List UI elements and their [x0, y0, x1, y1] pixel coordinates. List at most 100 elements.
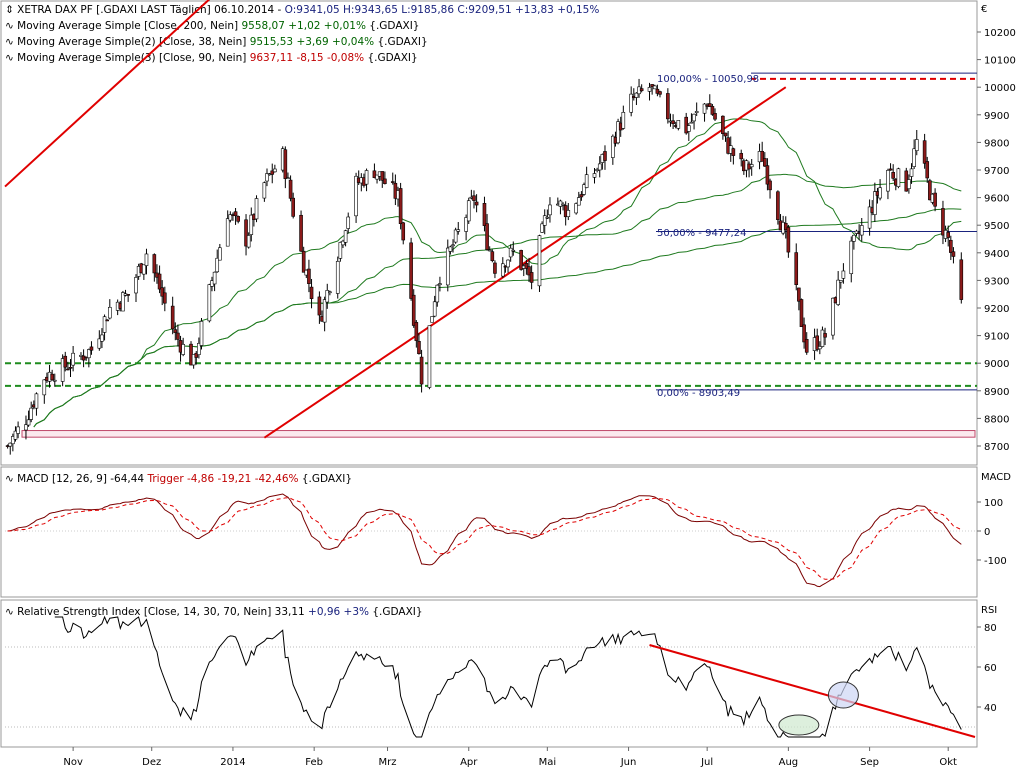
- candle-body: [254, 198, 259, 220]
- macd-series-layer: [5, 493, 977, 588]
- candle-body: [616, 121, 620, 144]
- candle-body: [286, 177, 290, 180]
- rsi-trendline: [649, 644, 976, 738]
- candle-body: [951, 251, 956, 257]
- candle-body: [629, 93, 633, 113]
- time-tick-label: Jul: [700, 757, 713, 768]
- candle-body: [597, 163, 602, 171]
- trigger-line: [7, 497, 962, 580]
- candle-body: [797, 287, 801, 302]
- candle-body: [579, 194, 584, 198]
- candle-body: [896, 168, 901, 187]
- candle-body: [493, 262, 497, 274]
- candle-body: [317, 296, 322, 316]
- candle-body: [561, 203, 565, 206]
- candle-body: [666, 93, 670, 120]
- candle-body: [233, 211, 238, 217]
- time-tick-label: Nov: [63, 757, 83, 768]
- candle-body: [419, 356, 424, 385]
- price-tick-label: 9600: [984, 194, 1009, 205]
- candle-body: [66, 368, 70, 371]
- candle-body: [702, 103, 707, 114]
- price-tick-label: 10100: [984, 56, 1016, 67]
- candle-body: [100, 334, 104, 342]
- rsi-header: ∿ Relative Strength Index [Close, 14, 30…: [5, 605, 423, 619]
- candle-body: [804, 339, 809, 353]
- candle-body: [799, 299, 804, 327]
- time-tick-label: Jun: [620, 757, 637, 768]
- rsi-line: [54, 615, 962, 738]
- candle-body: [558, 200, 563, 207]
- price-tick-label: 9900: [984, 111, 1009, 122]
- candle-body: [959, 259, 964, 300]
- candle-body: [820, 329, 825, 347]
- candle-body: [97, 338, 102, 349]
- candle-body: [545, 216, 550, 219]
- time-tick-label: Aug: [779, 757, 799, 768]
- price-tick-label: 9300: [984, 276, 1009, 287]
- candle-body: [438, 283, 442, 286]
- candle-body: [922, 140, 927, 164]
- currency-label: €: [981, 4, 987, 15]
- candle-body: [713, 113, 717, 120]
- fib-low-label: 0,00% - 8903,49: [657, 388, 740, 399]
- macd-sym: {.GDAXI}: [301, 473, 353, 485]
- candle-body: [228, 214, 233, 221]
- candle-body: [676, 120, 681, 129]
- candle-body: [794, 252, 799, 286]
- price-tick-label: 9800: [984, 138, 1009, 149]
- candle-body: [912, 148, 916, 167]
- price-tick-label: 9200: [984, 304, 1009, 315]
- candle-body: [891, 172, 895, 179]
- candle-body: [466, 200, 471, 222]
- candle-body: [658, 91, 662, 95]
- candle-body: [584, 174, 589, 188]
- candle-body: [710, 106, 715, 115]
- candle-body: [472, 195, 476, 201]
- candle-body: [451, 244, 455, 247]
- candle-body: [909, 168, 914, 177]
- candle-body: [291, 197, 296, 217]
- price-header: ⇕ XETRA DAX PF [.GDAXI LAST Täglich] 06.…: [5, 3, 599, 17]
- macd-header: ∿ MACD [12, 26, 9] -64,44 Trigger -4,86 …: [5, 472, 352, 486]
- candle-body: [836, 279, 840, 305]
- candle-body: [485, 223, 489, 250]
- candle-body: [692, 113, 696, 122]
- price-tick-label: 10200: [984, 28, 1016, 39]
- candle-body: [215, 257, 220, 273]
- candle-body: [176, 332, 180, 340]
- fib-mid-label: 50,00% - 9477,24: [657, 228, 746, 239]
- candle-body: [134, 277, 138, 294]
- candle-body: [89, 346, 94, 351]
- candle-body: [548, 204, 552, 216]
- candle-body: [818, 346, 822, 350]
- macd-tick-label: 100: [984, 498, 1003, 509]
- candle-body: [87, 349, 91, 359]
- macd-tick-label: 0: [984, 527, 990, 538]
- candle-body: [157, 273, 162, 290]
- candle-body: [341, 240, 345, 246]
- candle-body: [102, 316, 107, 333]
- candle-body: [582, 184, 586, 195]
- sma38-label: Moving Average Simple(2) [Close, 38, Nei…: [17, 36, 247, 48]
- candle-body: [739, 153, 744, 160]
- candle-body: [611, 135, 615, 158]
- candle-body: [398, 188, 403, 224]
- time-tick-label: Okt: [939, 757, 957, 768]
- candle-body: [375, 174, 379, 180]
- candle-body: [197, 343, 201, 355]
- candle-body: [52, 379, 57, 382]
- candle-body: [126, 294, 130, 296]
- candle-body: [152, 254, 157, 274]
- macd-label: MACD [12, 26, 9] -64,44: [17, 473, 145, 485]
- candle-body: [574, 203, 578, 214]
- price-tick-label: 8700: [984, 442, 1009, 453]
- candle-body: [694, 111, 699, 113]
- candle-body: [16, 426, 20, 434]
- candle-body: [907, 179, 911, 190]
- candle-body: [456, 229, 461, 232]
- time-tick-label: Mrz: [379, 757, 397, 768]
- price-tick-label: 9700: [984, 166, 1009, 177]
